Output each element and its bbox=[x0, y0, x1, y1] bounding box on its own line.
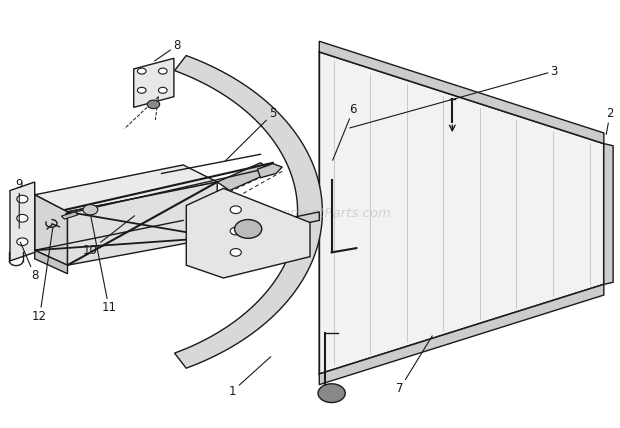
Polygon shape bbox=[604, 144, 613, 284]
Circle shape bbox=[159, 87, 167, 93]
Circle shape bbox=[138, 87, 146, 93]
Circle shape bbox=[83, 205, 98, 215]
Circle shape bbox=[318, 384, 345, 403]
Circle shape bbox=[148, 100, 160, 109]
Polygon shape bbox=[68, 182, 217, 265]
Text: eReplacementParts.com: eReplacementParts.com bbox=[229, 208, 391, 220]
Circle shape bbox=[138, 68, 146, 74]
Circle shape bbox=[17, 238, 28, 246]
Polygon shape bbox=[61, 212, 78, 219]
Text: 2: 2 bbox=[606, 107, 614, 134]
Polygon shape bbox=[175, 56, 322, 368]
Text: 1: 1 bbox=[229, 357, 271, 398]
Polygon shape bbox=[186, 188, 310, 278]
Circle shape bbox=[230, 227, 241, 235]
Polygon shape bbox=[35, 250, 68, 274]
Text: 8: 8 bbox=[20, 242, 38, 282]
Polygon shape bbox=[217, 163, 273, 190]
Circle shape bbox=[159, 68, 167, 74]
Polygon shape bbox=[319, 284, 604, 385]
Circle shape bbox=[230, 249, 241, 256]
Circle shape bbox=[17, 214, 28, 222]
Polygon shape bbox=[10, 182, 35, 261]
Polygon shape bbox=[319, 41, 604, 144]
Polygon shape bbox=[248, 212, 319, 235]
Text: 9: 9 bbox=[16, 178, 23, 228]
Polygon shape bbox=[35, 195, 68, 265]
Circle shape bbox=[230, 206, 241, 214]
Text: 11: 11 bbox=[91, 217, 117, 314]
Text: 12: 12 bbox=[32, 227, 53, 323]
Circle shape bbox=[17, 195, 28, 203]
Polygon shape bbox=[35, 165, 217, 212]
Text: 6: 6 bbox=[333, 103, 357, 160]
Text: 8: 8 bbox=[154, 39, 180, 61]
Circle shape bbox=[234, 220, 262, 238]
Polygon shape bbox=[319, 52, 604, 374]
Text: 3: 3 bbox=[350, 65, 558, 128]
Text: 10: 10 bbox=[83, 216, 135, 257]
Text: 7: 7 bbox=[396, 336, 432, 395]
Text: 5: 5 bbox=[225, 107, 277, 161]
Polygon shape bbox=[134, 58, 174, 107]
Polygon shape bbox=[257, 163, 282, 178]
